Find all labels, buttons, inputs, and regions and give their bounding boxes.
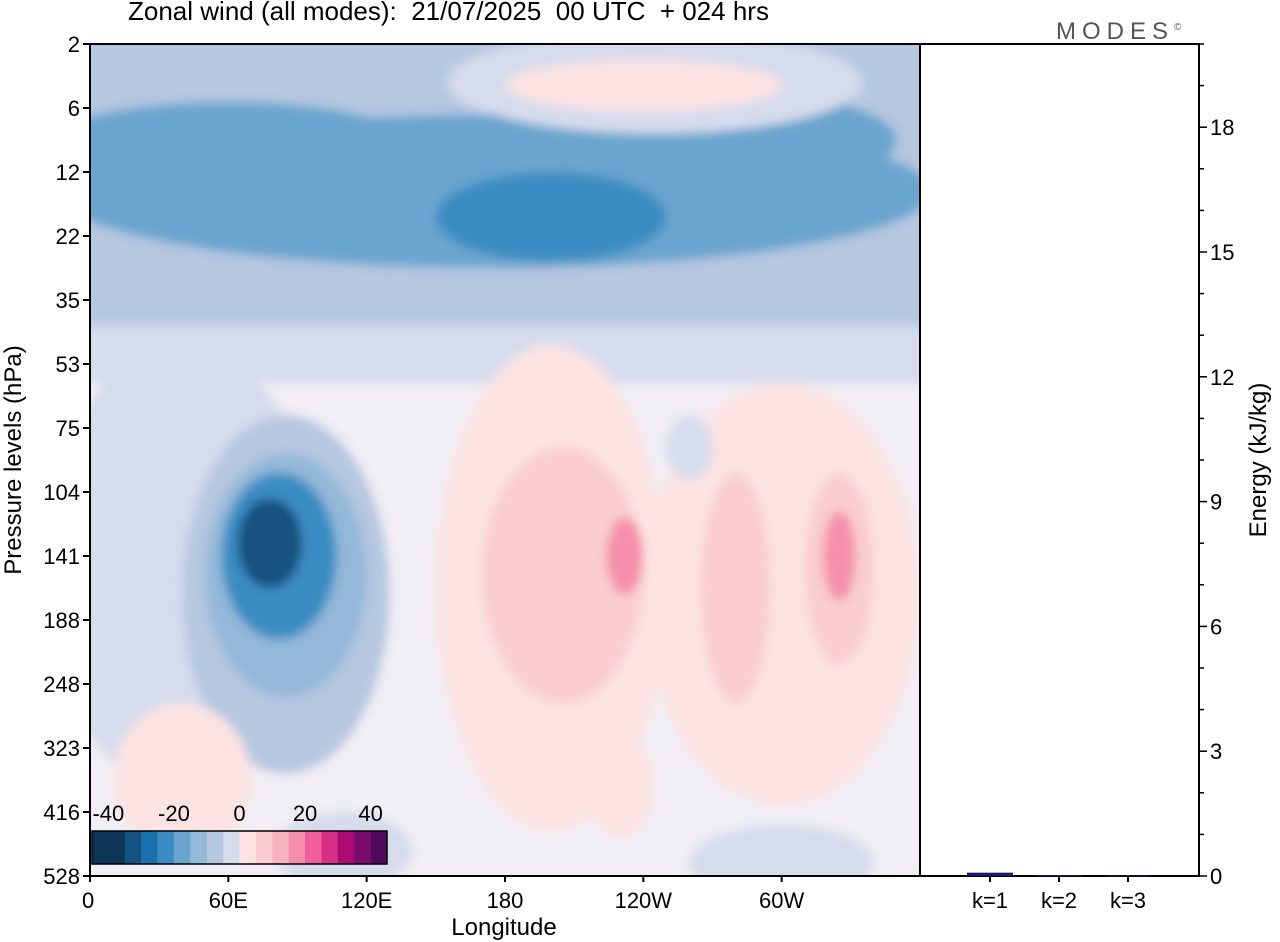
energy-tick-label: 15 bbox=[1210, 240, 1234, 265]
brand-copyright: © bbox=[1174, 22, 1188, 33]
energy-bar bbox=[1036, 875, 1082, 877]
y-tick-label: 53 bbox=[56, 352, 80, 377]
x-axis-label: Longitude bbox=[451, 914, 556, 941]
colorbar-swatch bbox=[288, 831, 306, 864]
energy-axis: 0 3 6 9 12 15 18 k=1 k=2 k=3 bbox=[972, 43, 1234, 913]
energy-category-label: k=2 bbox=[1041, 888, 1077, 913]
colorbar-frame bbox=[91, 830, 388, 865]
colorbar: -40 -20 0 20 40 bbox=[91, 801, 388, 865]
energy-axis-label: Energy (kJ/kg) bbox=[1245, 383, 1272, 538]
colorbar-swatch bbox=[223, 831, 240, 864]
energy-category-label: k=1 bbox=[972, 888, 1008, 913]
colorbar-swatch bbox=[321, 831, 339, 864]
x-tick-label: 60W bbox=[759, 888, 804, 913]
westerly-max-central bbox=[606, 517, 644, 595]
modes-logo: MODES© bbox=[1056, 18, 1187, 46]
colorbar-swatch bbox=[272, 831, 289, 864]
x-tick-label: 0 bbox=[82, 888, 94, 913]
colorbar-swatch bbox=[157, 831, 175, 864]
y-tick-label: 104 bbox=[43, 480, 80, 505]
y-tick-label: 75 bbox=[56, 416, 80, 441]
energy-bar bbox=[967, 872, 1013, 876]
colorbar-swatch bbox=[305, 831, 322, 864]
westerly-region-central-mid bbox=[481, 447, 644, 704]
heatmap-field bbox=[90, 44, 920, 876]
westerly-region-east-mid bbox=[700, 472, 771, 704]
longitude-axis: 0 60E 120E 180 120W 60W bbox=[82, 876, 805, 913]
y-tick-label: 141 bbox=[43, 544, 80, 569]
pressure-axis: 2 6 12 22 35 53 75 104 141 188 248 323 416 528 bbox=[43, 32, 90, 889]
heatmap-panel: 2 6 12 22 35 53 75 104 141 188 248 323 416 528 0 60E 12… bbox=[0, 32, 921, 941]
colorbar-swatch bbox=[141, 831, 158, 864]
westerly-patch-lower bbox=[585, 735, 655, 838]
colorbar-swatch bbox=[337, 831, 355, 864]
y-tick-label: 12 bbox=[56, 160, 80, 185]
y-tick-label: 323 bbox=[43, 736, 80, 761]
easterly-jet-core bbox=[237, 498, 303, 588]
westerly-patch-west bbox=[113, 703, 252, 857]
y-tick-label: 528 bbox=[43, 864, 80, 889]
y-tick-label: 188 bbox=[43, 608, 80, 633]
easterly-band-west bbox=[90, 101, 436, 217]
x-tick-label: 120E bbox=[341, 888, 392, 913]
westerly-max-east bbox=[823, 511, 856, 601]
energy-category-label: k=3 bbox=[1110, 888, 1146, 913]
wind-field-layers bbox=[90, 44, 920, 876]
colorbar-swatch bbox=[92, 831, 109, 864]
colorbar-tick-label: 40 bbox=[358, 801, 382, 826]
energy-tick-label: 3 bbox=[1210, 739, 1222, 764]
y-tick-label: 6 bbox=[68, 96, 80, 121]
energy-tick-label: 18 bbox=[1210, 115, 1234, 140]
colorbar-tick-label: 0 bbox=[233, 801, 245, 826]
y-tick-label: 35 bbox=[56, 288, 80, 313]
y-axis-label: Pressure levels (hPa) bbox=[0, 345, 27, 574]
energy-tick-label: 6 bbox=[1210, 614, 1222, 639]
colorbar-tick-label: -40 bbox=[92, 801, 124, 826]
colorbar-swatch bbox=[239, 831, 257, 864]
colorbar-tick-label: -20 bbox=[158, 801, 190, 826]
colorbar-swatch bbox=[354, 831, 371, 864]
brand-text: MODES bbox=[1056, 18, 1175, 45]
energy-tick-label: 9 bbox=[1210, 490, 1222, 515]
y-tick-label: 22 bbox=[56, 224, 80, 249]
y-tick-label: 416 bbox=[43, 800, 80, 825]
colorbar-swatch bbox=[370, 831, 388, 864]
y-tick-label: 2 bbox=[68, 32, 80, 57]
easterly-patch bbox=[666, 415, 713, 480]
energy-panel: 0 3 6 9 12 15 18 k=1 k=2 k=3 Energy (kJ/kg) bbox=[919, 43, 1272, 913]
easterly-patch-lower-east bbox=[689, 824, 874, 876]
colorbar-swatch bbox=[173, 831, 191, 864]
colorbar-swatch bbox=[206, 831, 224, 864]
x-tick-label: 180 bbox=[487, 888, 524, 913]
easterly-band-max bbox=[435, 172, 667, 262]
colorbar-swatch bbox=[108, 831, 126, 864]
energy-tick-label: 12 bbox=[1210, 365, 1234, 390]
energy-frame bbox=[919, 43, 1200, 877]
colorbar-swatch bbox=[190, 831, 208, 864]
colorbar-swatch bbox=[124, 831, 142, 864]
chart-title: Zonal wind (all modes): 21/07/2025 00 UT… bbox=[128, 0, 769, 26]
energy-tick-label: 0 bbox=[1210, 864, 1222, 889]
x-tick-label: 120W bbox=[615, 888, 673, 913]
y-tick-label: 248 bbox=[43, 672, 80, 697]
colorbar-tick-label: 20 bbox=[293, 801, 317, 826]
x-tick-label: 60E bbox=[209, 888, 248, 913]
westerly-core-aloft-inner bbox=[505, 60, 782, 112]
colorbar-swatch bbox=[255, 831, 273, 864]
